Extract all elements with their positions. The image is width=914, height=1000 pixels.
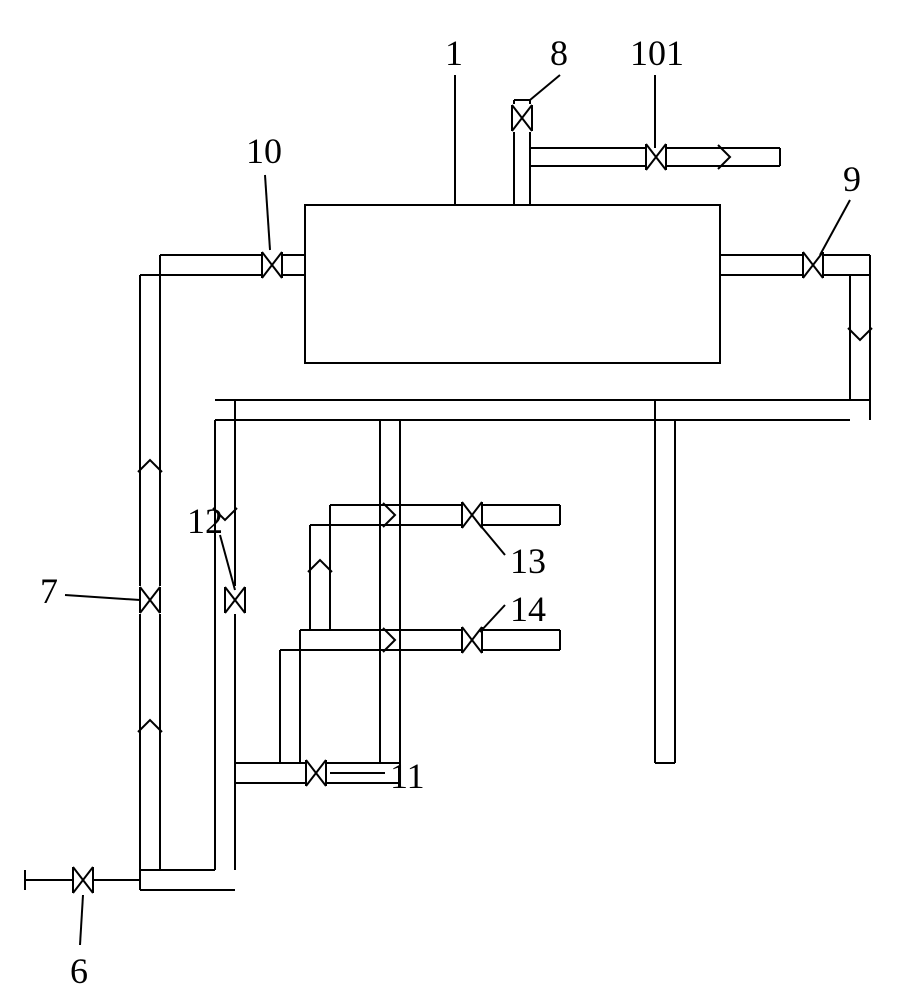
schematic-diagram <box>0 0 914 1000</box>
pipe-12 <box>655 400 675 763</box>
main-vessel <box>305 205 720 363</box>
label-10: 10 <box>246 130 282 172</box>
valve-13 <box>461 501 483 529</box>
label-9: 9 <box>843 158 861 200</box>
label-6: 6 <box>70 950 88 992</box>
flow-arrow-5 <box>383 503 395 527</box>
pipe-3 <box>720 255 870 420</box>
label-8: 8 <box>550 32 568 74</box>
valve-12 <box>224 586 246 614</box>
pipe-13 <box>380 420 400 783</box>
pipe-1 <box>140 255 160 870</box>
pipe-11 <box>310 505 560 525</box>
leader-1 <box>530 75 560 100</box>
label-1: 1 <box>445 32 463 74</box>
pipe-6 <box>140 870 235 890</box>
leader-6 <box>65 595 140 600</box>
label-11: 11 <box>390 755 425 797</box>
valve-10 <box>261 251 283 279</box>
flow-arrow-6 <box>383 628 395 652</box>
pipe-4 <box>215 400 870 420</box>
flow-arrow-1 <box>138 460 162 472</box>
label-13: 13 <box>510 540 546 582</box>
pipe-5 <box>215 400 235 870</box>
leader-7 <box>480 525 505 555</box>
label-7: 7 <box>40 570 58 612</box>
valve-11 <box>305 759 327 787</box>
flow-arrow-2 <box>848 328 872 340</box>
flow-arrow-4 <box>308 560 332 572</box>
leader-8 <box>480 605 505 632</box>
label-101: 101 <box>630 32 684 74</box>
flow-arrow-0 <box>138 720 162 732</box>
valve-8 <box>511 104 533 132</box>
pipe-9 <box>280 630 560 650</box>
leader-5 <box>220 535 235 590</box>
leader-10 <box>80 895 83 945</box>
valve-14 <box>461 626 483 654</box>
valve-6 <box>72 866 94 894</box>
leader-3 <box>265 175 270 250</box>
label-12: 12 <box>187 500 223 542</box>
valve-7 <box>139 586 161 614</box>
label-14: 14 <box>510 588 546 630</box>
leader-4 <box>820 200 850 255</box>
